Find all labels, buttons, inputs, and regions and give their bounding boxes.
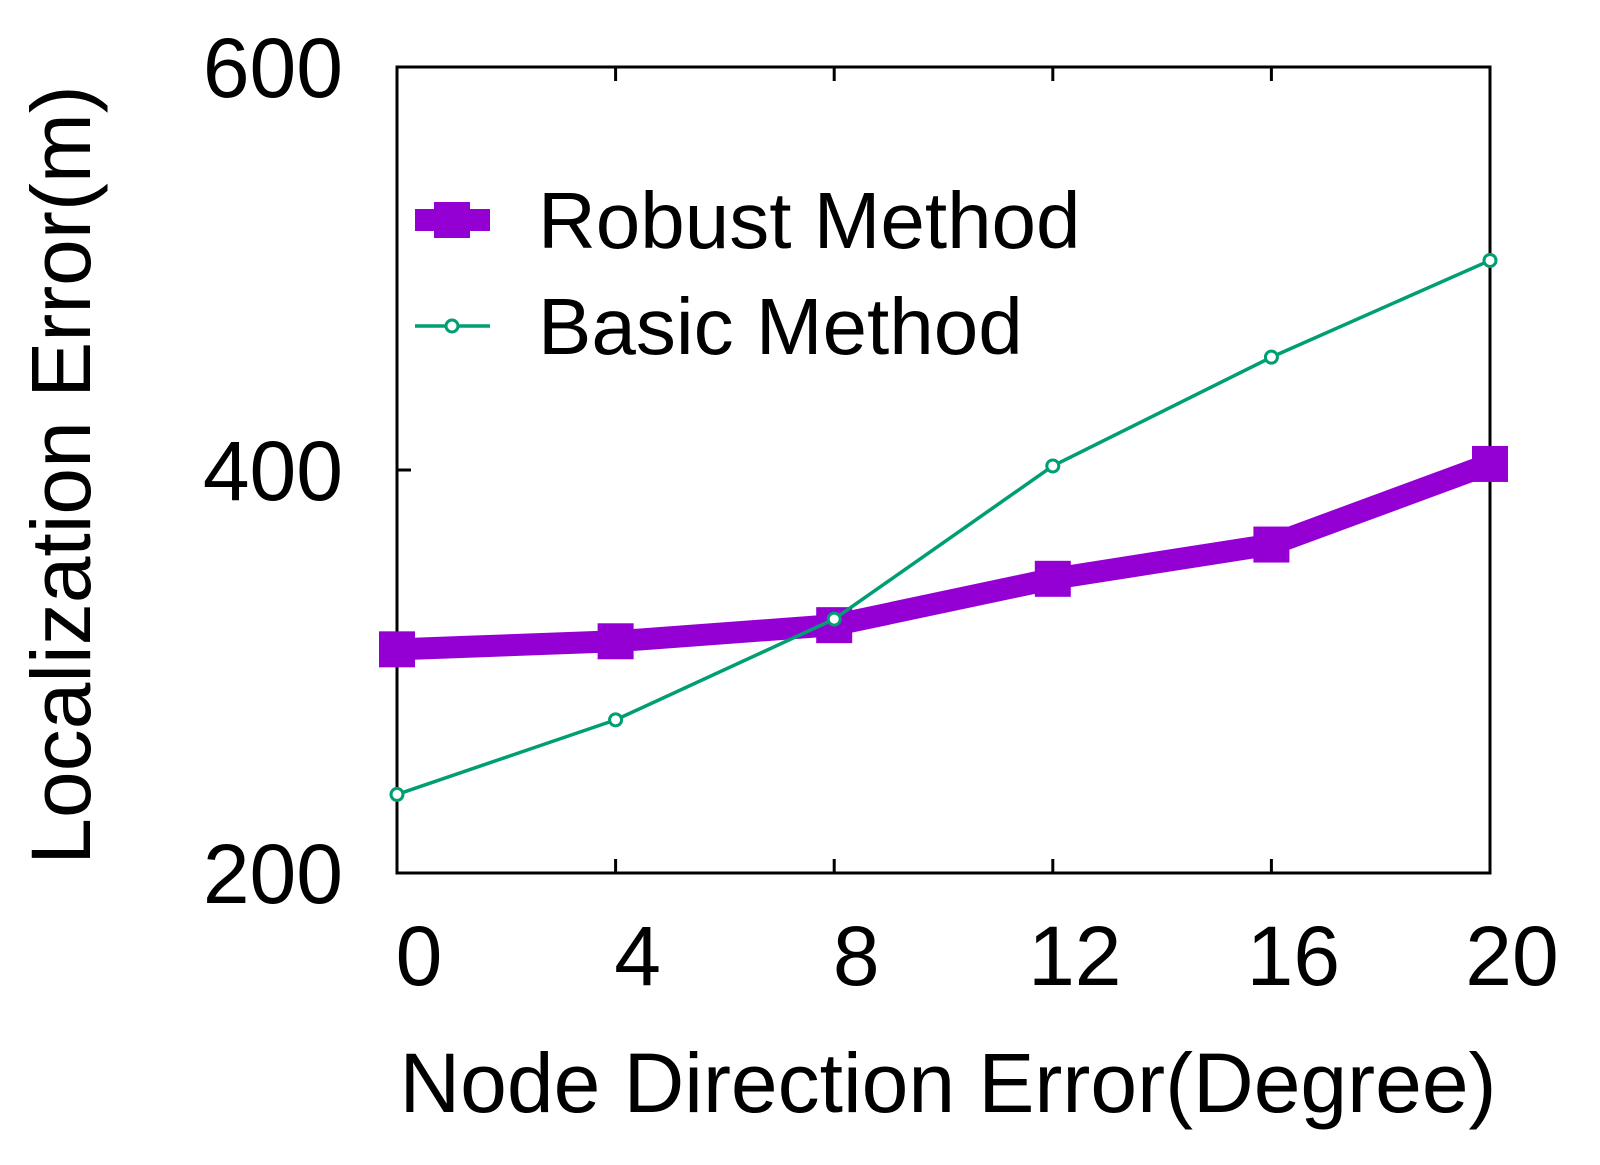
robust-point — [597, 623, 634, 660]
x-tick-label: 8 — [833, 909, 880, 1003]
legend-label: Robust Method — [538, 176, 1081, 265]
series-line-1 — [396, 453, 1494, 661]
x-axis-title: Node Direction Error(Degree) — [399, 1036, 1496, 1130]
robust-point — [1472, 445, 1508, 482]
basic-point — [1482, 252, 1498, 268]
x-tick-label: 16 — [1247, 909, 1340, 1003]
basic-point — [608, 712, 624, 728]
y-tick-label: 200 — [203, 827, 343, 921]
y-tick-label: 600 — [203, 21, 343, 115]
robust-point — [1034, 560, 1071, 597]
robust-point — [1253, 526, 1290, 563]
x-tick-label: 12 — [1028, 909, 1121, 1003]
x-tick-label: 4 — [614, 909, 661, 1003]
y-axis-title: Localization Error(m) — [14, 85, 108, 865]
legend-swatch-marker — [444, 318, 460, 334]
series-line-2 — [396, 258, 1491, 797]
legend-label: Basic Method — [538, 282, 1023, 371]
robust-point — [379, 631, 415, 668]
x-tick-label: 0 — [396, 909, 443, 1003]
x-tick-label: 20 — [1465, 909, 1558, 1003]
basic-point — [1263, 349, 1279, 365]
legend-swatch-marker — [434, 202, 470, 238]
basic-point — [826, 611, 842, 627]
y-tick-label: 400 — [203, 424, 343, 518]
basic-point — [1045, 458, 1061, 474]
basic-point — [389, 786, 405, 802]
